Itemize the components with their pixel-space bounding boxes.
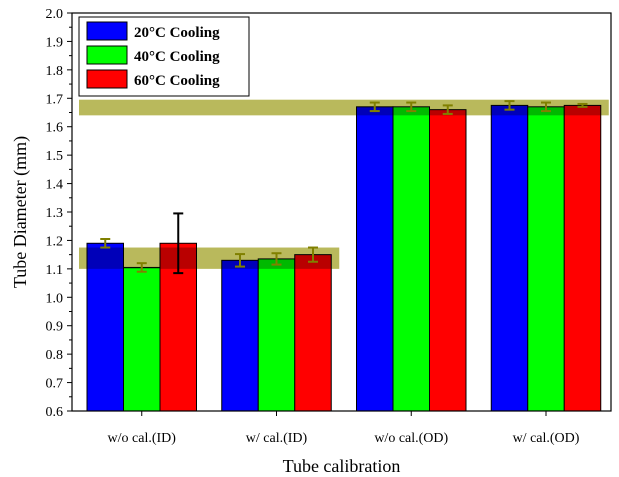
x-tick-label: w/ cal.(ID) <box>246 431 308 446</box>
legend: 20°C Cooling 40°C Cooling 60°C Cooling <box>78 16 250 97</box>
error-bars <box>100 100 588 275</box>
y-tick-label: 1.0 <box>46 291 64 306</box>
y-tick-label: 1.5 <box>46 149 64 164</box>
y-tick-label: 2.0 <box>46 7 64 22</box>
bar-1-0 <box>221 259 259 412</box>
bar-2-1 <box>392 106 430 412</box>
y-tick-labels: 0.6 0.7 0.8 0.9 1.0 1.1 1.2 1.3 1.4 1.5 1.6 1.7 1.8 1… <box>46 7 64 420</box>
bar-3-1 <box>527 106 565 412</box>
y-tick-label: 1.4 <box>46 178 64 193</box>
bars <box>79 99 609 412</box>
y-tick-label: 0.9 <box>46 320 64 335</box>
bar-2-2 <box>429 109 467 412</box>
legend-label: 60°C Cooling <box>134 73 220 89</box>
x-tick-label: w/o cal.(OD) <box>374 431 448 446</box>
highlight-band-overlay-0 <box>79 247 340 269</box>
x-tick-label: w/ cal.(OD) <box>513 431 580 446</box>
y-tick-label: 0.6 <box>46 405 64 420</box>
legend-label: 20°C Cooling <box>134 25 220 41</box>
highlight-band-overlay-1 <box>79 99 609 116</box>
y-tick-label: 1.7 <box>46 92 64 107</box>
axes <box>67 12 612 416</box>
legend-swatch <box>86 45 128 65</box>
bar-2-0 <box>356 106 394 412</box>
bar-0-0 <box>86 242 124 412</box>
y-tick-label: 1.6 <box>46 121 64 136</box>
y-tick-label: 1.8 <box>46 64 64 79</box>
bar-3-2 <box>563 104 602 412</box>
bar-1-2 <box>294 254 332 412</box>
y-axis-title: Tube Diameter (mm) <box>10 136 31 288</box>
y-tick-label: 1.2 <box>46 234 64 249</box>
x-tick-label: w/o cal.(ID) <box>108 431 177 446</box>
legend-swatch <box>86 21 128 41</box>
bar-1-1 <box>257 258 296 412</box>
legend-label: 40°C Cooling <box>134 49 220 65</box>
bar-3-0 <box>490 104 529 412</box>
legend-swatch <box>86 69 128 89</box>
y-tick-label: 1.1 <box>46 263 64 278</box>
y-tick-label: 0.7 <box>46 377 64 392</box>
y-tick-label: 1.9 <box>46 35 64 50</box>
x-tick-labels: w/o cal.(ID) w/ cal.(ID) w/o cal.(OD) w/ ca… <box>108 431 580 446</box>
bar-0-1 <box>123 266 161 412</box>
y-tick-label: 1.3 <box>46 206 64 221</box>
x-axis-title: Tube calibration <box>283 456 401 476</box>
y-tick-label: 0.8 <box>46 348 64 363</box>
